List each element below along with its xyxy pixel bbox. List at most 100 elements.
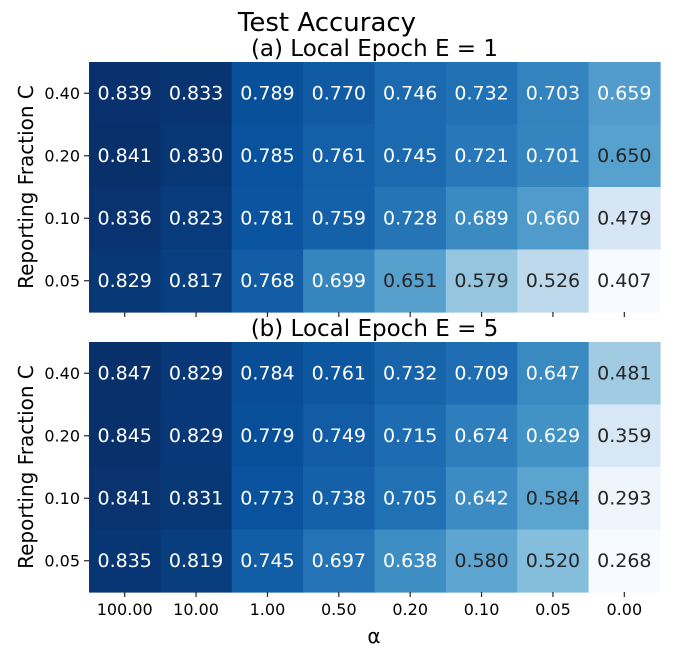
heatmap-cell	[231, 342, 304, 406]
cell-value-label: 0.580	[454, 550, 508, 572]
cell-value-label: 0.697	[312, 550, 366, 572]
cell-value-label: 0.520	[526, 550, 580, 572]
heatmap-cell	[445, 404, 518, 468]
x-tick-label: 0.20	[392, 600, 428, 619]
panel-title: (a) Local Epoch E = 1	[251, 36, 498, 62]
heatmap-cell	[160, 529, 233, 593]
cell-value-label: 0.651	[383, 270, 437, 292]
heatmap-panel-b: 0.847 0.829 0.784 0.761 0.732 0.709 0.647 0.481…	[14, 316, 661, 619]
cell-value-label: 0.761	[312, 145, 366, 167]
heatmap-cell	[374, 124, 447, 188]
heatmap-cell	[374, 404, 447, 468]
heatmap-cell	[517, 62, 590, 126]
x-tick-label: 0.05	[535, 600, 571, 619]
cell-value-label: 0.703	[526, 82, 580, 104]
y-tick-label: 0.40	[44, 84, 80, 103]
cell-value-label: 0.674	[454, 425, 508, 447]
heatmap-cell	[160, 62, 233, 126]
heatmap-cell	[374, 62, 447, 126]
cell-value-label: 0.584	[526, 487, 580, 509]
y-tick-label: 0.40	[44, 364, 80, 383]
heatmap-cell	[374, 342, 447, 406]
cell-value-label: 0.579	[454, 270, 508, 292]
cell-value-label: 0.701	[526, 145, 580, 167]
y-tick-label: 0.05	[44, 551, 80, 570]
heatmap-cell	[445, 187, 518, 251]
heatmap-cell	[588, 187, 661, 251]
heatmap-cell	[517, 467, 590, 531]
cell-value-label: 0.705	[383, 487, 437, 509]
heatmap-cell	[303, 249, 376, 313]
cell-value-label: 0.817	[169, 270, 223, 292]
heatmap-cell	[89, 342, 161, 406]
heatmap-cell	[89, 467, 161, 531]
heatmap-cell	[445, 62, 518, 126]
cell-value-label: 0.479	[597, 207, 651, 229]
heatmap-cell	[160, 404, 233, 468]
cell-value-label: 0.829	[169, 425, 223, 447]
cell-value-label: 0.629	[526, 425, 580, 447]
heatmap-cell	[231, 187, 304, 251]
heatmap-cell	[303, 124, 376, 188]
y-axis-label: Reporting Fraction C	[14, 85, 38, 289]
x-tick-label: 0.00	[607, 600, 643, 619]
y-tick-label: 0.05	[44, 271, 80, 290]
cell-value-label: 0.823	[169, 207, 223, 229]
y-tick-label: 0.20	[44, 426, 80, 445]
cell-value-label: 0.839	[97, 82, 151, 104]
heatmap-cell	[588, 467, 661, 531]
cell-value-label: 0.784	[240, 362, 294, 384]
cell-value-label: 0.829	[97, 270, 151, 292]
heatmap-cell	[374, 249, 447, 313]
panel-title: (b) Local Epoch E = 5	[251, 316, 499, 342]
cell-value-label: 0.819	[169, 550, 223, 572]
heatmap-cell	[303, 404, 376, 468]
y-tick-label: 0.10	[44, 209, 80, 228]
cell-value-label: 0.268	[597, 550, 651, 572]
cell-value-label: 0.699	[312, 270, 366, 292]
cell-value-label: 0.359	[597, 425, 651, 447]
heatmap-cell	[517, 124, 590, 188]
heatmap-cell	[445, 124, 518, 188]
cell-value-label: 0.773	[240, 487, 294, 509]
heatmap-cell	[374, 529, 447, 593]
heatmap-cell	[445, 467, 518, 531]
heatmap-cell	[445, 342, 518, 406]
cell-value-label: 0.789	[240, 82, 294, 104]
heatmap-panel-a: 0.839 0.833 0.789 0.770 0.746 0.732 0.703 0.659…	[14, 36, 661, 317]
figure-title: Test Accuracy	[237, 8, 416, 38]
cell-value-label: 0.689	[454, 207, 508, 229]
cell-value-label: 0.841	[97, 487, 151, 509]
cell-value-label: 0.770	[312, 82, 366, 104]
cell-value-label: 0.721	[454, 145, 508, 167]
heatmap-cell	[517, 529, 590, 593]
heatmap-cell	[517, 404, 590, 468]
heatmap-cell	[160, 249, 233, 313]
heatmap-cell	[303, 529, 376, 593]
cell-value-label: 0.715	[383, 425, 437, 447]
heatmap-cell	[374, 187, 447, 251]
cell-value-label: 0.728	[383, 207, 437, 229]
heatmap-cell	[517, 342, 590, 406]
heatmap-cell	[160, 342, 233, 406]
heatmap-cell	[303, 342, 376, 406]
cell-value-label: 0.759	[312, 207, 366, 229]
heatmap-cell	[89, 124, 161, 188]
cell-value-label: 0.407	[597, 270, 651, 292]
heatmap-cell	[445, 529, 518, 593]
heatmap-cell	[89, 62, 161, 126]
heatmap-cell	[231, 529, 304, 593]
x-tick-label: 0.10	[464, 600, 500, 619]
x-tick-label: 0.50	[321, 600, 357, 619]
y-axis-label: Reporting Fraction C	[14, 365, 38, 569]
heatmap-cell	[588, 124, 661, 188]
heatmap-cell	[231, 249, 304, 313]
heatmap-cell	[89, 529, 161, 593]
cell-value-label: 0.738	[312, 487, 366, 509]
cell-value-label: 0.745	[383, 145, 437, 167]
y-tick-label: 0.10	[44, 489, 80, 508]
heatmap-cell	[231, 404, 304, 468]
cell-value-label: 0.781	[240, 207, 294, 229]
x-tick-label: 100.00	[97, 600, 153, 619]
